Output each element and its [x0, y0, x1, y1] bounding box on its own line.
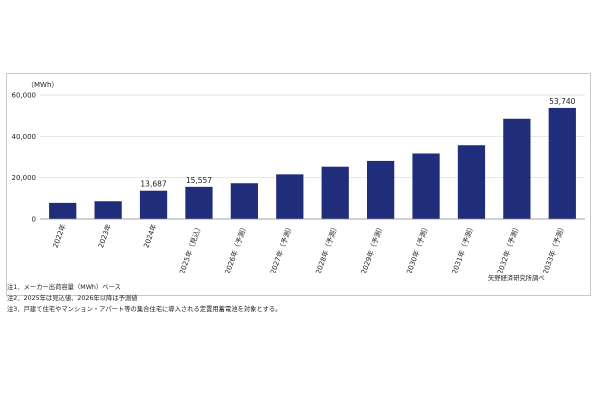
bar	[548, 107, 576, 219]
x-tick-label: 2029年（予測）	[359, 223, 386, 273]
data-labels: 13,687 15,557 53,740	[140, 97, 575, 189]
note-1: 注1．メーカー出荷容量（MWh）ベース	[7, 284, 121, 291]
x-axis-labels: 2022年 2023年 2024年 2025年（見込） 2026年（予測） 2027年（予…	[51, 223, 568, 273]
data-label: 15,557	[186, 176, 212, 185]
y-tick-label: 40,000	[12, 133, 37, 141]
bar	[321, 166, 349, 219]
bar	[94, 201, 122, 219]
bar	[412, 153, 440, 219]
x-tick-label: 2027年（予測）	[268, 223, 295, 273]
y-tick-label: 60,000	[12, 92, 37, 100]
data-label: 53,740	[549, 97, 575, 106]
bar	[49, 202, 77, 219]
bars	[49, 107, 576, 219]
x-tick-label: 2031年（予測）	[450, 223, 477, 273]
y-axis-ticks: 0 20,000 40,000 60,000	[12, 92, 37, 224]
y-tick-label: 0	[32, 216, 36, 224]
y-unit-label: （MWh）	[27, 81, 58, 89]
bar	[367, 160, 395, 219]
source-label: 矢野経済研究所調べ	[488, 275, 545, 282]
bar	[503, 118, 531, 219]
x-tick-label: 2023年	[96, 223, 113, 249]
notes: 注1．メーカー出荷容量（MWh）ベース 注2．2025年は見込値、2026年以降…	[7, 282, 281, 315]
note-2: 注2．2025年は見込値、2026年以降は予測値	[7, 295, 138, 302]
bar	[230, 183, 258, 219]
x-tick-label: 2030年（予測）	[404, 223, 431, 273]
x-tick-label: 2022年	[51, 223, 68, 249]
x-tick-label: 2024年	[141, 223, 158, 249]
data-label: 13,687	[140, 180, 166, 189]
x-tick-label: 2033年（予測）	[541, 223, 568, 273]
x-tick-label: 2032年（予測）	[495, 223, 522, 273]
x-tick-label: 2026年（予測）	[223, 223, 250, 273]
bar-chart: （MWh） 0 20,000 40,000 60,000 2022年 2023年 2024…	[12, 81, 585, 273]
note-3: 注3．戸建て住宅やマンション・アパート等の集合住宅に導入される定置用蓄電池を対象…	[7, 306, 282, 313]
bar	[185, 186, 213, 219]
gridlines	[40, 94, 585, 179]
bar	[139, 190, 168, 219]
bar	[276, 174, 304, 219]
bar	[457, 145, 486, 219]
x-tick-label: 2025年（見込）	[177, 223, 204, 273]
y-tick-label: 20,000	[12, 174, 37, 182]
x-tick-label: 2028年（予測）	[314, 223, 341, 273]
